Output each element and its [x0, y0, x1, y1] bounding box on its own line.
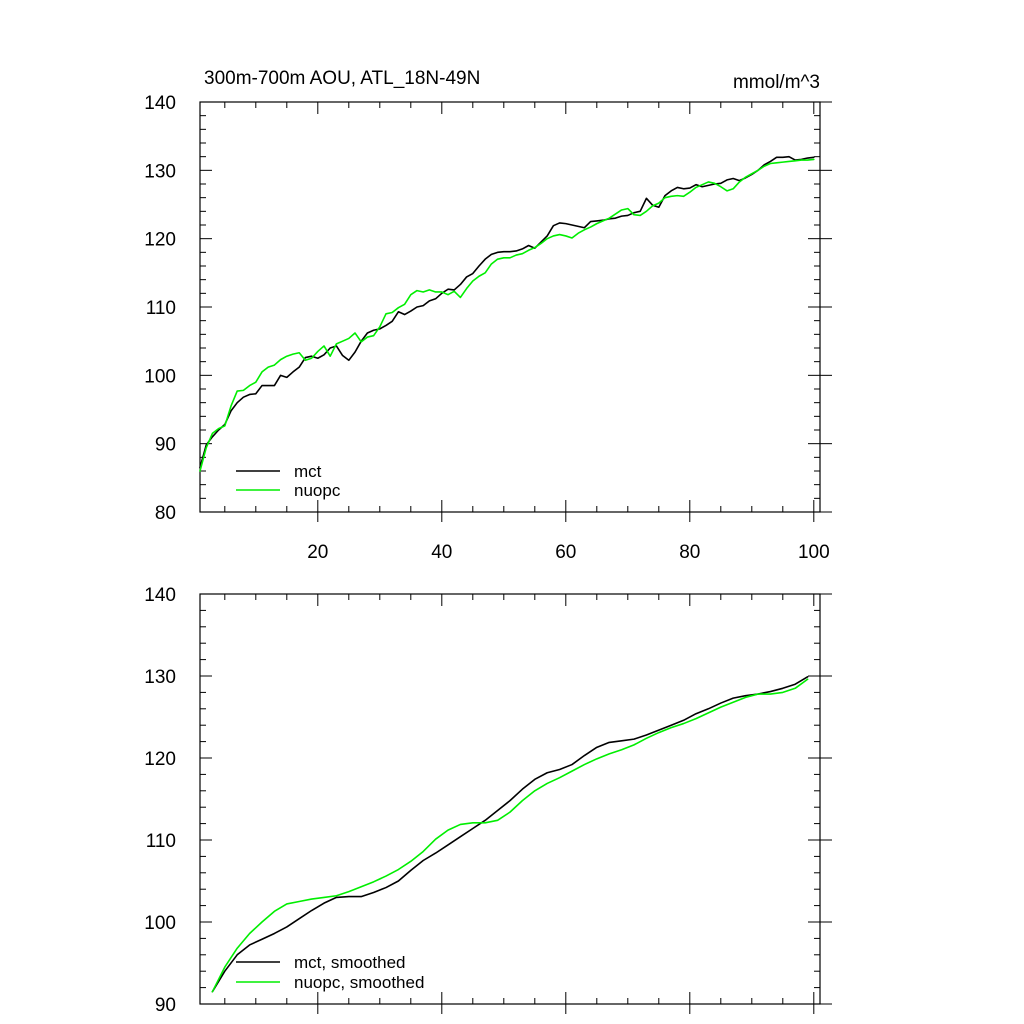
y-tick-label: 120 — [144, 749, 176, 770]
y-tick-label: 80 — [155, 503, 176, 524]
y-tick-label: 130 — [144, 667, 176, 688]
top-axis-ticks: 20 40 60 80 100 80 90 100 110 120 130 140 — [144, 93, 832, 563]
legend-label-mct: mct — [294, 462, 322, 481]
top-plot-frame — [199, 101, 821, 513]
series-line-nuopc-smoothed — [211, 678, 809, 993]
y-tick-label: 130 — [144, 161, 176, 182]
y-tick-label: 100 — [144, 366, 176, 387]
bottom-axis-ticks: 90 100 110 120 130 140 — [144, 585, 832, 1016]
x-tick-label: 80 — [679, 542, 700, 563]
bottom-panel: 90 100 110 120 130 140 mct, smoothed nuopc, s… — [144, 585, 832, 1016]
bottom-series-lines — [211, 676, 809, 993]
x-tick-label: 100 — [798, 542, 830, 563]
y-tick-label: 120 — [144, 230, 176, 251]
units-label: mmol/m^3 — [733, 72, 820, 93]
y-tick-label: 100 — [144, 913, 176, 934]
chart-title: 300m-700m AOU, ATL_18N-49N — [204, 68, 480, 89]
top-legend: mct nuopc — [236, 462, 341, 500]
series-line-mct — [199, 155, 815, 469]
y-tick-label: 90 — [155, 995, 176, 1016]
series-line-nuopc — [199, 158, 815, 472]
y-tick-label: 90 — [155, 435, 176, 456]
x-tick-label: 20 — [307, 542, 328, 563]
y-tick-label: 110 — [146, 831, 176, 852]
series-line-mct-smoothed — [211, 676, 809, 993]
x-tick-label: 40 — [431, 542, 452, 563]
top-panel: 300m-700m AOU, ATL_18N-49N mmol/m^3 20 40… — [144, 68, 832, 563]
bottom-plot-frame — [199, 593, 821, 1005]
y-tick-label: 110 — [146, 298, 176, 319]
x-tick-label: 60 — [555, 542, 576, 563]
legend-label-nuopc-smoothed: nuopc, smoothed — [294, 973, 424, 992]
y-tick-label: 140 — [144, 585, 176, 606]
legend-label-mct-smoothed: mct, smoothed — [294, 953, 406, 972]
legend-label-nuopc: nuopc — [294, 481, 341, 500]
y-tick-label: 140 — [144, 93, 176, 114]
top-series-lines — [199, 155, 815, 472]
bottom-legend: mct, smoothed nuopc, smoothed — [236, 953, 424, 992]
